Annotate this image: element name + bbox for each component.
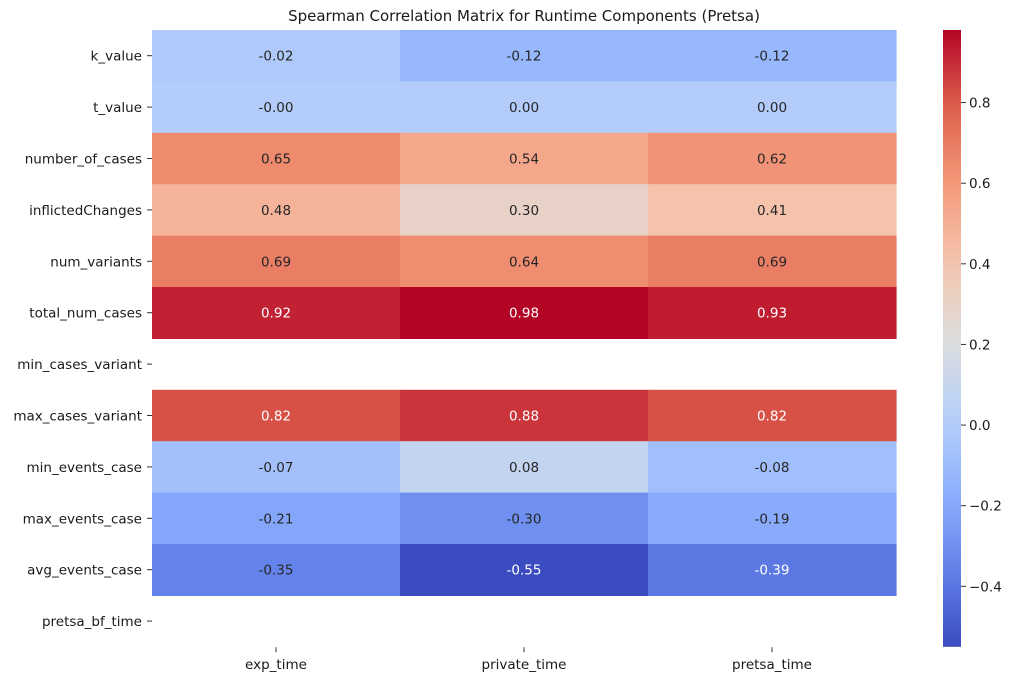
colorbar-tick-label: −0.4: [969, 579, 1002, 595]
heatmap-cell: [152, 544, 401, 596]
heatmap-cell: [152, 389, 401, 442]
colorbar-tick-label: 0.0: [969, 418, 990, 434]
cell-value-label: 0.65: [261, 152, 291, 168]
heatmap-cell: [400, 30, 649, 82]
heatmap-cell: [648, 184, 897, 237]
heatmap-cell: [400, 492, 649, 545]
cell-value-label: 0.82: [261, 409, 291, 425]
colorbar-gradient: [943, 30, 961, 647]
y-tick-label: min_cases_variant: [17, 357, 142, 373]
heatmap-cell: [152, 184, 401, 237]
cell-value-label: -0.30: [507, 511, 542, 527]
heatmap-cell: [648, 492, 897, 545]
cell-value-label: -0.35: [259, 563, 294, 579]
heatmap-cell: [648, 81, 897, 134]
heatmap-cell-labels: -0.02 -0.12 -0.12 -0.00 0.00 0.00 0.65 0.54 0.62…: [259, 49, 790, 579]
heatmap-cell: [400, 287, 649, 339]
x-tick-label: pretsa_time: [732, 657, 812, 673]
heatmap-cell: [400, 184, 649, 237]
colorbar-tick-label: 0.8: [969, 96, 990, 112]
y-tick-label: max_events_case: [23, 511, 142, 527]
heatmap-cell: [152, 235, 401, 288]
cell-value-label: -0.21: [259, 511, 294, 527]
chart-title: Spearman Correlation Matrix for Runtime …: [288, 7, 760, 25]
cell-value-label: 0.98: [509, 306, 539, 322]
y-tick-label: number_of_cases: [25, 152, 142, 168]
heatmap-cell: [648, 441, 897, 494]
cell-value-label: 0.30: [509, 203, 539, 219]
cell-value-label: 0.62: [757, 152, 787, 168]
cell-value-label: 0.93: [757, 306, 787, 322]
cell-value-label: 0.92: [261, 306, 291, 322]
y-tick-label: min_events_case: [27, 460, 142, 476]
heatmap-cell: [648, 132, 897, 185]
cell-value-label: 0.64: [509, 254, 539, 270]
cell-value-label: 0.82: [757, 409, 787, 425]
cell-value-label: 0.69: [261, 254, 291, 270]
heatmap-cell: [400, 132, 649, 185]
cell-value-label: -0.12: [755, 49, 790, 65]
cell-value-label: 0.54: [509, 152, 539, 168]
cell-value-label: 0.48: [261, 203, 291, 219]
cell-value-label: -0.02: [259, 49, 294, 65]
cell-value-label: -0.55: [507, 563, 542, 579]
heatmap-cell: [400, 235, 649, 288]
cell-value-label: 0.88: [509, 409, 539, 425]
heatmap-cells: [152, 30, 897, 596]
heatmap-cell: [400, 544, 649, 596]
cell-value-label: -0.00: [259, 100, 294, 116]
colorbar: −0.4 −0.2 0.0 0.2 0.4 0.6 0.8: [943, 30, 1002, 647]
heatmap-cell: [400, 441, 649, 494]
cell-value-label: -0.12: [507, 49, 542, 65]
cell-value-label: 0.00: [757, 100, 787, 116]
heatmap-cell: [152, 132, 401, 185]
y-axis: k_value t_value number_of_cases inflictedCh…: [13, 49, 152, 630]
heatmap-cell: [648, 30, 897, 82]
y-tick-label: inflictedChanges: [29, 203, 142, 219]
cell-value-label: 0.41: [757, 203, 787, 219]
cell-value-label: 0.08: [509, 460, 539, 476]
cell-value-label: -0.08: [755, 460, 790, 476]
heatmap-cell: [648, 544, 897, 596]
heatmap-cell: [152, 81, 401, 134]
y-tick-label: max_cases_variant: [13, 409, 142, 425]
heatmap-cell: [648, 389, 897, 442]
heatmap-cell: [152, 492, 401, 545]
y-tick-label: num_variants: [50, 254, 142, 270]
heatmap-cell: [648, 287, 897, 339]
heatmap-cell: [152, 30, 401, 82]
heatmap-cell: [152, 287, 401, 339]
colorbar-tick-label: 0.6: [969, 176, 990, 192]
heatmap-cell: [648, 235, 897, 288]
heatmap-cell: [152, 441, 401, 494]
colorbar-tick-label: 0.2: [969, 337, 990, 353]
heatmap-cell: [400, 389, 649, 442]
cell-value-label: -0.07: [259, 460, 294, 476]
y-tick-label: t_value: [93, 100, 142, 116]
cell-value-label: 0.69: [757, 254, 787, 270]
x-tick-label: exp_time: [245, 657, 307, 673]
y-tick-label: k_value: [91, 49, 142, 65]
x-tick-label: private_time: [482, 657, 567, 673]
colorbar-tick-label: 0.4: [969, 257, 990, 273]
heatmap-cell: [400, 81, 649, 134]
y-tick-label: total_num_cases: [29, 306, 142, 322]
y-tick-label: pretsa_bf_time: [42, 614, 142, 630]
cell-value-label: -0.39: [755, 563, 790, 579]
y-tick-label: avg_events_case: [27, 563, 142, 579]
cell-value-label: 0.00: [509, 100, 539, 116]
colorbar-tick-label: −0.2: [969, 499, 1002, 515]
cell-value-label: -0.19: [755, 511, 790, 527]
x-axis: exp_time private_time pretsa_time: [245, 647, 812, 673]
